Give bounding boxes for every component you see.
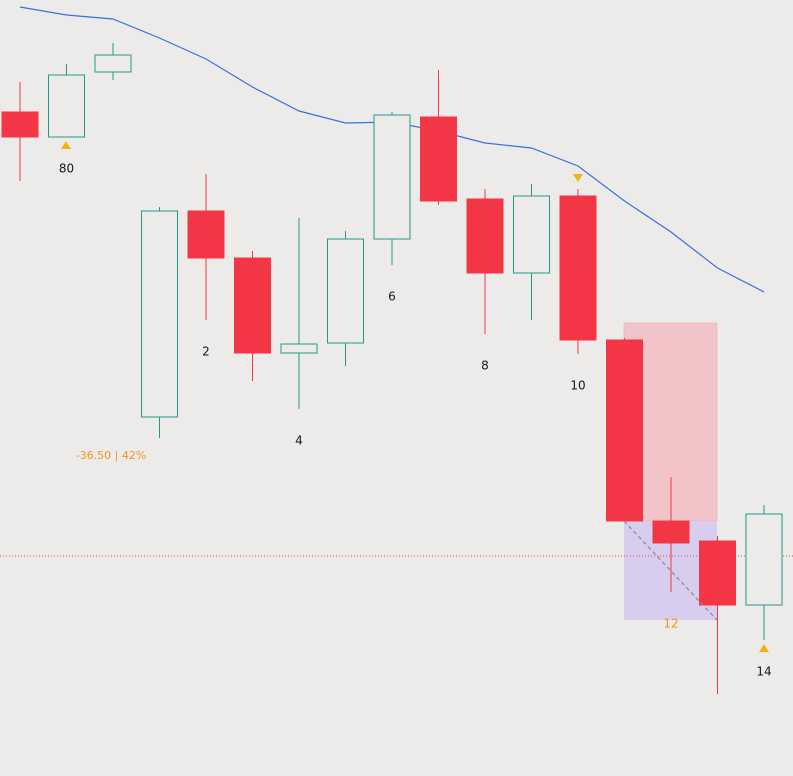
bar-label: 14: [756, 665, 771, 679]
trade-path: [623, 520, 718, 621]
candle-body: [699, 540, 736, 606]
candle-body: [1, 111, 39, 138]
candle-body: [327, 238, 364, 344]
candle-body: [606, 339, 643, 522]
signal-down: [573, 174, 583, 182]
candle-body: [745, 513, 783, 606]
bar-label: 6: [388, 290, 396, 304]
candle-body: [187, 210, 225, 259]
signal-up: [61, 141, 71, 149]
candle-body: [513, 195, 550, 274]
candle-body: [466, 198, 504, 274]
candle-body: [280, 343, 318, 354]
candle-body: [373, 114, 411, 240]
candle-body: [559, 195, 597, 341]
candle-body: [141, 210, 178, 418]
bar-label: 8: [481, 359, 489, 373]
bar-label: 12: [663, 617, 678, 631]
signal-up: [759, 644, 769, 652]
bar-label: 2: [202, 345, 210, 359]
candle-body: [652, 520, 690, 544]
bar-label: 10: [570, 379, 585, 393]
candle-body: [420, 116, 457, 202]
candle-body: [94, 54, 132, 73]
bar-label: 4: [295, 434, 303, 448]
position-label: -36.50 | 42%: [76, 449, 147, 462]
candle-body: [234, 257, 271, 354]
bar-label: 80: [59, 162, 74, 176]
plot: 80 2 4 6 8 10 12 14: [1, 6, 783, 694]
candle-body: [48, 74, 85, 138]
